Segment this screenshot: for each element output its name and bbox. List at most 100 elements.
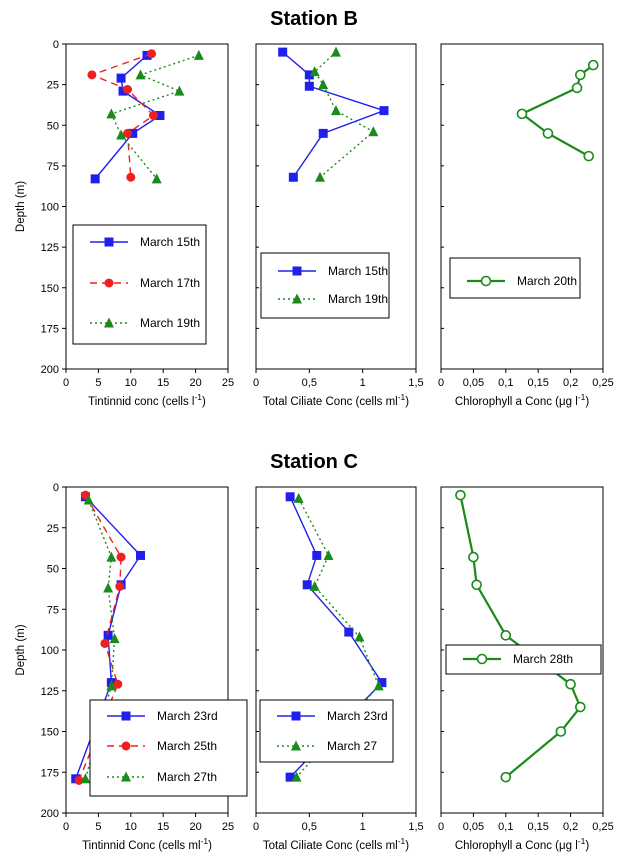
legend: March 28th	[445, 644, 602, 675]
legend-box	[72, 224, 207, 345]
x-tick-label: 0,25	[592, 377, 613, 389]
legend-label: March 15th	[328, 264, 388, 278]
data-point	[116, 552, 126, 562]
data-point	[174, 85, 185, 96]
x-tick-label: 15	[157, 377, 169, 389]
data-point	[115, 581, 125, 591]
data-point	[555, 726, 567, 737]
data-point	[373, 680, 384, 691]
data-point	[304, 70, 314, 80]
legend-label: March 27	[327, 739, 377, 753]
series-line	[89, 53, 155, 178]
station-title: Station C	[270, 451, 358, 473]
data-point	[318, 128, 328, 138]
y-tick-label: 25	[47, 523, 59, 535]
legend: March 20th	[449, 257, 581, 299]
data-point	[121, 741, 131, 751]
series-2	[291, 492, 384, 782]
x-tick-label: 0,25	[592, 821, 613, 833]
data-point	[500, 771, 512, 783]
x-tick-label: 0	[253, 377, 259, 389]
data-point	[565, 678, 576, 690]
x-tick-label: 5	[95, 821, 101, 833]
data-point	[126, 172, 136, 182]
data-point	[109, 633, 120, 644]
data-point	[106, 680, 117, 691]
series-1	[278, 47, 389, 182]
data-point	[304, 81, 314, 91]
legend-label: March 15th	[140, 235, 200, 249]
data-point	[104, 237, 114, 247]
data-point	[106, 551, 117, 562]
data-point	[285, 492, 295, 502]
x-tick-label: 1,5	[408, 377, 423, 389]
data-point	[354, 631, 365, 642]
legend: March 15th March 19th	[260, 252, 390, 319]
x-tick-label: 0,05	[463, 821, 484, 833]
data-point	[148, 111, 158, 120]
x-tick-label: 0	[253, 821, 259, 833]
series-line	[313, 51, 375, 178]
x-tick-label: 0	[63, 821, 69, 833]
series-2	[309, 46, 379, 182]
data-point	[123, 128, 133, 138]
x-tick-label: 1	[360, 377, 366, 389]
data-point	[571, 82, 583, 94]
x-tick-label: 0	[438, 377, 444, 389]
data-point	[193, 49, 204, 60]
data-point	[288, 172, 298, 182]
data-point	[118, 86, 128, 96]
x-tick-label: 0,5	[302, 821, 317, 833]
x-tick-label: 1,5	[408, 821, 423, 833]
y-tick-label: 100	[41, 645, 59, 657]
x-tick-label: 0,1	[498, 821, 513, 833]
chart-panel-5: 0 0,5 1 1,5 Total Ciliate Conc (cells ml-1) M…	[253, 486, 424, 852]
legend-label: March 19th	[328, 292, 388, 306]
plot-frame	[255, 486, 417, 814]
x-tick-label: 0,15	[527, 377, 548, 389]
legend-label: March 25th	[157, 739, 217, 753]
legend-label: March 23rd	[327, 709, 388, 723]
y-tick-label: 125	[41, 242, 59, 254]
chart-panel-1: Station B 0 5 10 15 20 25 0 25 50 75 100 125 150 175 20…	[15, 8, 358, 408]
plot-frame	[255, 43, 417, 370]
series-2	[87, 49, 158, 182]
y-tick-label: 100	[41, 202, 59, 214]
x-axis-label: Chlorophyll a Conc (μg l-1)	[455, 836, 590, 852]
legend-box	[259, 699, 394, 763]
data-point	[587, 59, 599, 71]
data-point	[136, 550, 146, 560]
data-point	[516, 108, 528, 120]
data-point	[103, 630, 113, 640]
legend: March 23rd March 27	[259, 699, 394, 763]
data-point	[116, 129, 127, 140]
x-tick-label: 0,1	[498, 377, 513, 389]
x-tick-label: 10	[125, 377, 137, 389]
data-point	[291, 740, 301, 751]
y-tick-label: 0	[53, 39, 59, 51]
data-point	[500, 630, 512, 641]
data-point	[121, 711, 131, 721]
chart-panel-2: 0 0,5 1 1,5 Total Ciliate Conc (cells ml-1) M…	[253, 43, 424, 408]
data-point	[575, 69, 586, 81]
data-point	[583, 150, 595, 162]
x-tick-label: 20	[189, 821, 201, 833]
legend-label: March 17th	[140, 276, 200, 290]
data-point	[123, 85, 133, 94]
x-tick-label: 20	[189, 377, 201, 389]
legend: March 23rd March 25th March 27th	[89, 699, 248, 797]
data-point	[315, 171, 325, 182]
data-point	[103, 582, 114, 593]
data-point	[121, 771, 131, 782]
data-point	[291, 771, 302, 782]
series-3	[106, 49, 204, 184]
y-tick-label: 150	[41, 283, 59, 295]
y-tick-label: 25	[47, 80, 59, 92]
data-point	[292, 266, 302, 276]
series-1	[516, 59, 599, 162]
y-tick-label: 0	[53, 482, 59, 494]
data-point	[318, 79, 329, 90]
data-point	[83, 494, 94, 505]
data-point	[113, 679, 123, 689]
